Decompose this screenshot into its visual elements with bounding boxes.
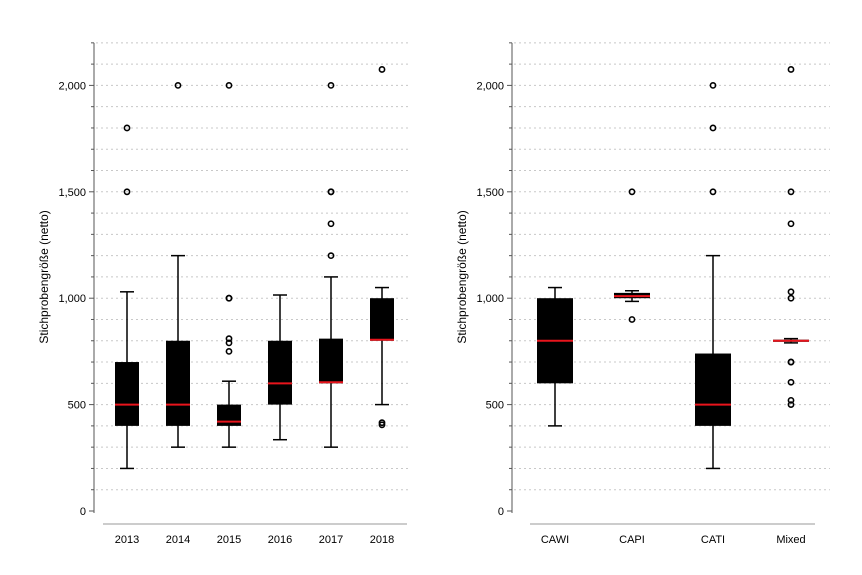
- outlier-2017-4: [327, 82, 335, 89]
- outlier-Mixed-8: [787, 188, 795, 196]
- x-tick-label-2015: 2015: [217, 534, 241, 546]
- outlier-Mixed-4: [787, 358, 795, 366]
- box-CATI: [695, 353, 731, 426]
- y-axis-label-1: Stichprobengröße (netto): [455, 210, 469, 343]
- y-tick-label-1-0: 0: [498, 506, 504, 518]
- y-tick-label-1-500: 500: [486, 400, 504, 412]
- outlier-Mixed-1: [787, 396, 795, 404]
- y-tick-label-1-2000: 2,000: [476, 80, 504, 92]
- outlier-CAPI-1: [628, 188, 636, 196]
- box-2017: [319, 338, 343, 384]
- box-2015: [217, 404, 241, 426]
- outlier-Mixed-2: [787, 378, 795, 386]
- outlier-2015-2: [225, 335, 233, 343]
- outlier-2015-4: [225, 294, 233, 302]
- y-tick-label-1-1500: 1,500: [476, 187, 504, 199]
- outlier-CATI-1: [709, 124, 717, 132]
- x-tick-label-2016: 2016: [268, 534, 292, 546]
- outlier-2015-0: [225, 347, 233, 355]
- x-tick-label-CAWI: CAWI: [541, 534, 569, 546]
- box-2014: [166, 340, 190, 426]
- outlier-2017-0: [327, 252, 335, 260]
- x-tick-label-CAPI: CAPI: [619, 534, 645, 546]
- outlier-Mixed-5: [787, 294, 795, 302]
- outlier-2015-5: [225, 82, 233, 89]
- y-axis-label-0: Stichprobengröße (netto): [37, 210, 51, 343]
- x-tick-label-2013: 2013: [115, 534, 139, 546]
- y-tick-label-0-1500: 1,500: [58, 187, 86, 199]
- x-tick-label-2014: 2014: [166, 534, 190, 546]
- outlier-Mixed-6: [787, 288, 795, 296]
- outlier-2015-1: [225, 339, 233, 347]
- outlier-2017-1: [327, 220, 335, 228]
- box-2016: [268, 340, 292, 405]
- outlier-Mixed-0: [787, 401, 795, 408]
- outlier-2018-2: [378, 66, 386, 73]
- outlier-2013-0: [123, 188, 131, 196]
- y-tick-label-0-0: 0: [80, 506, 86, 518]
- x-tick-label-2018: 2018: [370, 534, 394, 546]
- x-tick-label-CATI: CATI: [701, 534, 725, 546]
- outlier-2018-1: [378, 419, 386, 427]
- y-tick-label-0-500: 500: [68, 400, 86, 412]
- outlier-2013-1: [123, 124, 131, 132]
- y-tick-label-1-1000: 1,000: [476, 293, 504, 305]
- box-2013: [115, 362, 139, 426]
- y-tick-label-0-1000: 1,000: [58, 293, 86, 305]
- outlier-CATI-0: [709, 188, 717, 196]
- outlier-Mixed-9: [787, 66, 795, 73]
- y-tick-label-0-2000: 2,000: [58, 80, 86, 92]
- outlier-CAPI-0: [628, 316, 636, 323]
- outlier-2014-0: [174, 82, 182, 89]
- x-tick-label-2017: 2017: [319, 534, 343, 546]
- outlier-CATI-2: [709, 82, 717, 89]
- outlier-2017-3: [327, 188, 335, 196]
- x-tick-label-Mixed: Mixed: [776, 534, 805, 546]
- box-2018: [370, 298, 394, 341]
- outlier-Mixed-7: [787, 220, 795, 228]
